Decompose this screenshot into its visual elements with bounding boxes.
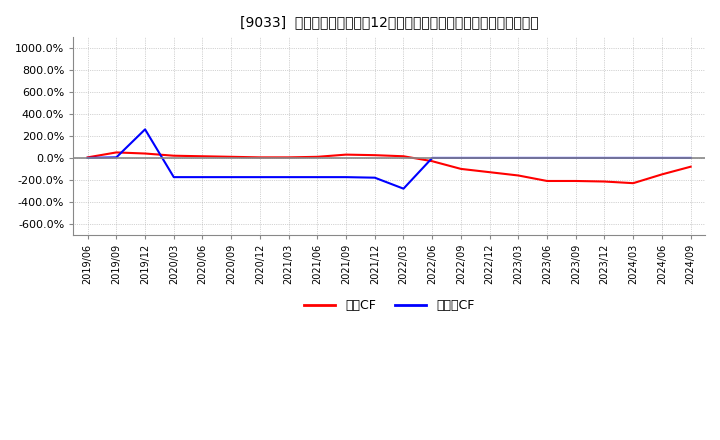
Title: [9033]  キャッシュフローの12か月移動合計の対前年同期増減率の推移: [9033] キャッシュフローの12か月移動合計の対前年同期増減率の推移 bbox=[240, 15, 539, 29]
Legend: 営業CF, フリーCF: 営業CF, フリーCF bbox=[299, 294, 480, 318]
